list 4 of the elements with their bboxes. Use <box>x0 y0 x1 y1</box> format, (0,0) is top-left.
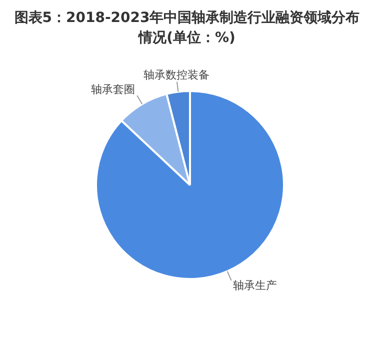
chart-title: 图表5：2018-2023年中国轴承制造行业融资领域分布情况(单位：%) <box>13 9 361 48</box>
slice-label: 轴承套圈 <box>91 83 136 96</box>
slice-label: 轴承生产 <box>232 278 277 292</box>
slice-label: 轴承数控装备 <box>143 68 210 82</box>
